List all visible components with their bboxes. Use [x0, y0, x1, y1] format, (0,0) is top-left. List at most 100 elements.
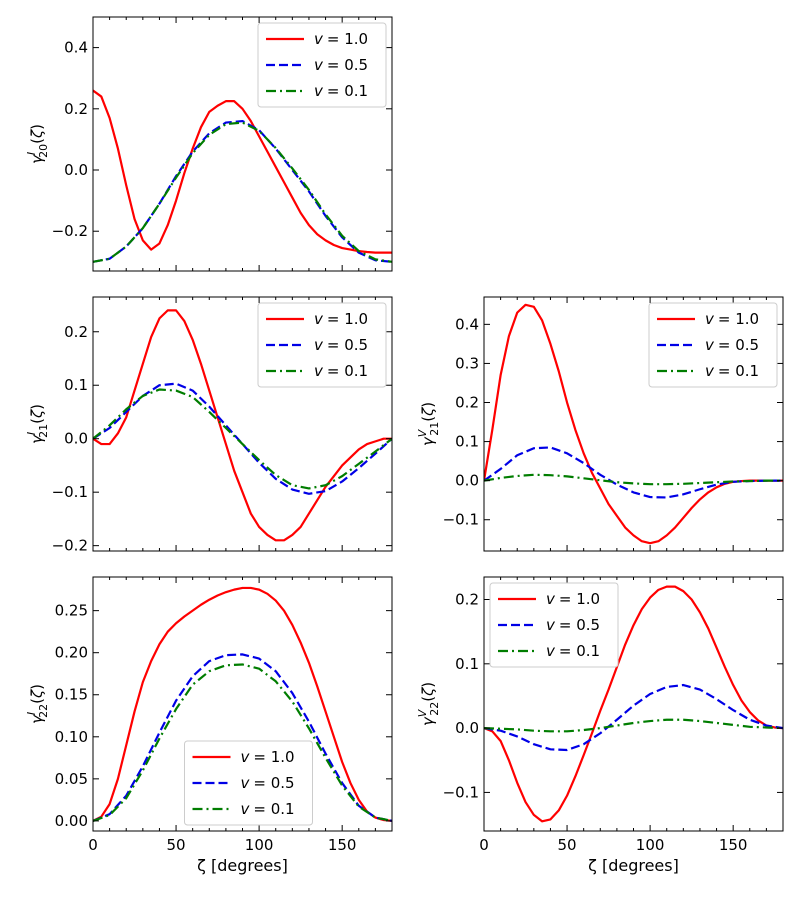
legend-p22V: v = 1.0v = 0.5v = 0.1: [489, 582, 619, 668]
ytick-label: 0.4: [455, 315, 479, 333]
ylabel-arg: (: [419, 416, 437, 422]
legend-value: = 0.1: [718, 362, 759, 380]
ylabel-sub: 22: [37, 704, 50, 718]
ytick-label: 0.00: [55, 812, 88, 830]
legend-var: v: [314, 30, 324, 48]
ytick-label: −0.2: [52, 222, 88, 240]
ylabel-arg-close: ): [28, 124, 46, 130]
ylabel-p20: γI20(ζ): [25, 124, 50, 164]
xtick-label: 50: [558, 836, 577, 854]
ytick-label: 0.0: [64, 161, 88, 179]
legend-p22I: v = 1.0v = 0.5v = 0.1: [184, 740, 313, 826]
panel-p22V: −0.1 0.0 0.1 0.2 0 50 100 150 γV22(ζ) ζ [degrees]…: [416, 576, 784, 875]
legend-label: v = 0.1: [314, 362, 368, 380]
legend-value: = 1.0: [327, 30, 368, 48]
ytick-label: 0.1: [455, 655, 479, 673]
series-line-p20-1: [93, 119, 392, 263]
ylabel-p22V: γV22(ζ): [416, 682, 441, 726]
legend-value: = 1.0: [327, 310, 368, 328]
ylabel-p21I: γI21(ζ): [25, 404, 50, 444]
series-line-p20-2: [93, 121, 392, 263]
ytick-label: 0.4: [64, 39, 88, 57]
ylabel-arg-var: ζ: [28, 689, 46, 699]
ylabel-main: γ: [28, 714, 46, 724]
legend-box: [257, 302, 387, 388]
xtick-label: 50: [167, 836, 186, 854]
legend-var: v: [314, 310, 324, 328]
legend-label: v = 0.5: [241, 774, 295, 792]
ytick-label: −0.1: [443, 511, 479, 529]
ytick-label: −0.1: [52, 483, 88, 501]
series-line-p22I-0: [93, 586, 392, 823]
ylabel-arg-var: ζ: [419, 407, 437, 417]
xtick-label: 100: [636, 836, 665, 854]
ylabel-sup: I: [25, 432, 38, 435]
legend-label: v = 1.0: [314, 30, 368, 48]
series-line-p22V-2: [484, 718, 783, 733]
legend-var: v: [546, 616, 556, 634]
legend-value: = 1.0: [718, 310, 759, 328]
legend-var: v: [546, 642, 556, 660]
ylabel-main: γ: [28, 434, 46, 444]
ylabel-arg-var: ζ: [28, 129, 46, 139]
ylabel-arg-close: ): [419, 682, 437, 688]
legend-var: v: [705, 362, 715, 380]
legend-value: = 0.5: [327, 336, 368, 354]
xlabel-p22V: ζ [degrees]: [588, 856, 679, 875]
series-line-p21I-0: [93, 309, 392, 542]
ylabel-arg-close: ): [28, 684, 46, 690]
ylabel-sub: 22: [428, 702, 441, 716]
ylabel-sup: V: [416, 708, 429, 717]
series-line-p20-0: [93, 89, 392, 254]
ytick-label: 0.10: [55, 728, 88, 746]
legend-var: v: [314, 56, 324, 74]
ytick-label: 0.05: [55, 770, 88, 788]
legend-label: v = 0.5: [705, 336, 759, 354]
legend-value: = 0.5: [718, 336, 759, 354]
legend-label: v = 0.5: [546, 616, 600, 634]
ytick-label: 0.20: [55, 644, 88, 662]
xtick-label: 100: [245, 836, 274, 854]
legend-var: v: [241, 774, 251, 792]
series-line-p21I-2: [93, 388, 392, 490]
ylabel-main: γ: [419, 716, 437, 726]
legend-label: v = 1.0: [314, 310, 368, 328]
ylabel-arg-close: ): [419, 402, 437, 408]
series-line-p21V-1: [484, 446, 783, 499]
legend-var: v: [705, 336, 715, 354]
legend-box: [257, 22, 387, 108]
legend-var: v: [314, 362, 324, 380]
ytick-label: 0.2: [455, 394, 479, 412]
ylabel-arg-close: ): [28, 404, 46, 410]
legend-var: v: [241, 800, 251, 818]
legend-p20: v = 1.0v = 0.5v = 0.1: [257, 22, 387, 108]
ytick-label: 0.15: [55, 686, 88, 704]
ytick-label: 0.0: [455, 719, 479, 737]
series-line-p22I-2: [93, 663, 392, 822]
series-line-p22V-0: [484, 585, 783, 823]
ytick-label: 0.2: [64, 100, 88, 118]
legend-value: = 0.5: [253, 774, 294, 792]
series-line-p21V-2: [484, 473, 783, 486]
ylabel-arg: (: [28, 418, 46, 424]
legend-label: v = 0.1: [546, 642, 600, 660]
ylabel-sup: I: [25, 712, 38, 715]
ylabel-main: γ: [419, 436, 437, 446]
legend-label: v = 1.0: [241, 748, 295, 766]
ylabel-arg: (: [419, 696, 437, 702]
legend-value: = 0.5: [327, 56, 368, 74]
legend-var: v: [314, 82, 324, 100]
panel-p22I: 0.00 0.05 0.10 0.15 0.20 0.25 0 50 100 150 γI22(ζ)…: [25, 576, 393, 875]
xtick-label: 150: [328, 836, 357, 854]
ylabel-p22I: γI22(ζ): [25, 684, 50, 724]
legend-value: = 0.1: [327, 82, 368, 100]
series-line-p22I-1: [93, 653, 392, 822]
legend-p21V: v = 1.0v = 0.5v = 0.1: [648, 302, 778, 388]
legend-value: = 0.5: [559, 616, 600, 634]
ylabel-sub: 21: [37, 424, 50, 438]
legend-label: v = 0.1: [314, 82, 368, 100]
ytick-label: 0.1: [455, 433, 479, 451]
legend-value: = 0.1: [327, 362, 368, 380]
